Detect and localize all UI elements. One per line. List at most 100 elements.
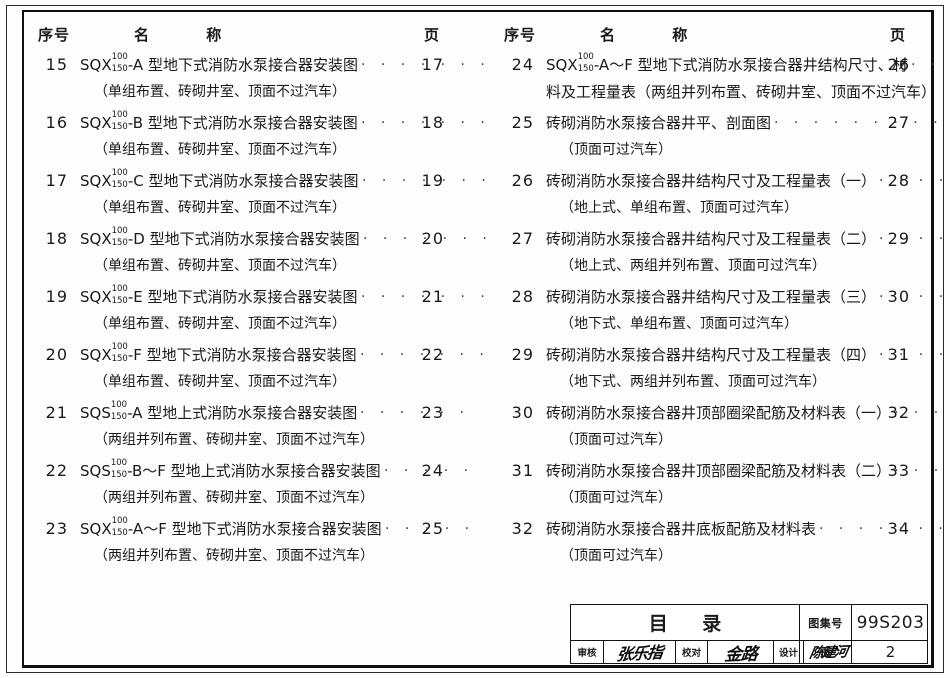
catalog-entry-note: （顶面可过汽车） <box>560 490 672 506</box>
catalog-entry-title: SQX 100 150 -B 型地下式消防水泵接合器安装图 <box>80 111 358 133</box>
model-code-fraction: 100 150 <box>577 51 594 75</box>
catalog-entry[interactable]: 19 SQX 100 150 -E 型地下式消防水泵接合器安装图 21 · · · · · … <box>34 284 485 340</box>
model-code-fraction: 100 150 <box>111 225 128 249</box>
catalog-entry-page: 19 <box>421 171 444 190</box>
leader-dots: · · · · · <box>879 347 950 363</box>
catalog-entry-sub-line: （两组并列布置、砖砌井室、顶面不过汽车） <box>34 487 454 514</box>
leader-dots: · · · · · · · <box>361 289 491 305</box>
catalog-entry-number: 16 <box>45 113 68 132</box>
leader-dots: · · · · <box>894 463 950 479</box>
catalog-entry-sub-line: （单组布置、砖砌井室、顶面不过汽车） <box>34 139 454 166</box>
catalog-entry-list-left: 15 SQX 100 150 -A 型地下式消防水泵接合器安装图 17 · · · · · … <box>34 51 487 572</box>
catalog-entry-sub-line: （顶面可过汽车） <box>500 139 920 166</box>
catalog-entry-note: （地上式、单组布置、顶面可过汽车） <box>560 200 798 216</box>
catalog-entry-main-line: 27 砖砌消防水泵接合器井结构尺寸及工程量表（二） 29· · · · · <box>500 226 950 255</box>
model-code-fraction: 100 150 <box>110 457 128 481</box>
catalog-entry[interactable]: 27 砖砌消防水泵接合器井结构尺寸及工程量表（二） 29· · · · · （地上式、… <box>500 226 950 282</box>
column-header-left: 序号 名 称 页 <box>34 24 454 52</box>
catalog-entry-title: 砖砌消防水泵接合器井结构尺寸及工程量表（一） <box>546 172 877 190</box>
leader-dots: · · · · · · · <box>363 231 493 247</box>
catalog-column-right: 序号 名 称 页 24 SQX 100 150 -A～F 型地下式消防水泵接合器井结构尺… <box>500 24 950 574</box>
catalog-entry[interactable]: 31 砖砌消防水泵接合器井顶部圈梁配筋及材料表（二）33· · · · （顶面可过汽… <box>500 458 950 514</box>
catalog-entry[interactable]: 26 砖砌消防水泵接合器井结构尺寸及工程量表（一） 28· · · · · （地上式、… <box>500 168 950 224</box>
catalog-entry-note: （顶面可过汽车） <box>560 432 672 448</box>
catalog-entry-page: 34 <box>887 519 910 538</box>
catalog-entry[interactable]: 28 砖砌消防水泵接合器井结构尺寸及工程量表（三） 30· · · · · （地下式、… <box>500 284 950 340</box>
catalog-entry[interactable]: 15 SQX 100 150 -A 型地下式消防水泵接合器安装图 17 · · · · · … <box>34 51 485 108</box>
catalog-entry[interactable]: 18 SQX 100 150 -D 型地下式消防水泵接合器安装图 20 · · · · · … <box>34 225 487 282</box>
catalog-entry[interactable]: 30 砖砌消防水泵接合器井顶部圈梁配筋及材料表（一）32· · · · （顶面可过汽… <box>500 400 950 456</box>
model-code-prefix: SQX <box>80 230 112 248</box>
catalog-entry-number: 30 <box>511 403 534 422</box>
header-name-label: 名 称 <box>600 26 714 44</box>
catalog-entry-main-line: 23 SQX 100 150 -A～F 型地下式消防水泵接合器安装图 25 · · · · … <box>34 516 469 545</box>
catalog-entry-sub-line: （顶面可过汽车） <box>500 429 920 456</box>
catalog-entry-note: （顶面可过汽车） <box>560 548 672 564</box>
catalog-entry-title-continuation: 料及工程量表（两组并列布置、砖砌井室、顶面不过汽车） <box>546 83 937 101</box>
catalog-entry-note: （顶面可过汽车） <box>560 142 672 158</box>
catalog-entry[interactable]: 20 SQX 100 150 -F 型地下式消防水泵接合器安装图 22 · · · · · … <box>34 342 484 398</box>
catalog-entry[interactable]: 22 SQS 100 150 -B～F 型地上式消防水泵接合器安装图 24 · · · · … <box>34 457 468 514</box>
catalog-entry-number: 19 <box>45 287 68 306</box>
catalog-entry[interactable]: 24 SQX 100 150 -A～F 型地下式消防水泵接合器井结构尺寸、材 26 · · 料… <box>500 51 936 108</box>
catalog-entry[interactable]: 29 砖砌消防水泵接合器井结构尺寸及工程量表（四） 31· · · · · （地下式、… <box>500 342 950 398</box>
model-code-suffix-title: -A～F 型地下式消防水泵接合器安装图 <box>127 520 382 538</box>
catalog-entry-number: 23 <box>45 519 68 538</box>
catalog-entry[interactable]: 16 SQX 100 150 -B 型地下式消防水泵接合器安装图 18 · · · · · … <box>34 110 485 166</box>
leader-dots: · · · · · · · · · <box>774 115 944 131</box>
catalog-entry-page: 22 <box>421 345 444 364</box>
catalog-entry-main-line: 15 SQX 100 150 -A 型地下式消防水泵接合器安装图 17 · · · · · … <box>34 51 485 81</box>
header-index-label: 序号 <box>504 26 537 44</box>
checker-signature: 金路 <box>707 641 773 663</box>
catalog-entry[interactable]: 32 砖砌消防水泵接合器井底板配筋及材料表 34· · · · · · · · （顶面… <box>500 516 950 572</box>
catalog-entry-page: 26 <box>887 55 910 74</box>
catalog-entry-page: 25 <box>421 519 444 538</box>
catalog-entry-main-line: 18 SQX 100 150 -D 型地下式消防水泵接合器安装图 20 · · · · · … <box>34 225 487 255</box>
catalog-entry-page: 18 <box>421 113 444 132</box>
catalog-entry-number: 21 <box>45 403 68 422</box>
catalog-entry-sub-line: （两组并列布置、砖砌井室、顶面不过汽车） <box>34 429 454 456</box>
signature-mark: 张乐指 <box>615 642 664 663</box>
catalog-entry-sub-line: （地上式、单组布置、顶面可过汽车） <box>500 197 920 224</box>
catalog-entry[interactable]: 21 SQS 100 150 -A 型地上式消防水泵接合器安装图 23 · · · · · … <box>34 400 464 456</box>
catalog-entry-title: 砖砌消防水泵接合器井顶部圈梁配筋及材料表（一） <box>546 404 892 422</box>
header-page-label: 页 <box>889 26 906 44</box>
catalog-entry-main-line: 32 砖砌消防水泵接合器井底板配筋及材料表 34· · · · · · · · <box>500 516 950 545</box>
leader-dots: · · · · · <box>384 463 474 479</box>
catalog-entry-main-line: 17 SQX 100 150 -C 型地下式消防水泵接合器安装图 19 · · · · · … <box>34 167 486 197</box>
catalog-entry-number: 20 <box>45 345 68 364</box>
header-name-label: 名 称 <box>134 26 248 44</box>
catalog-entry-title: 砖砌消防水泵接合器井结构尺寸及工程量表（四） <box>546 346 877 364</box>
catalog-entry-main-line: 21 SQS 100 150 -A 型地上式消防水泵接合器安装图 23 · · · · · … <box>34 400 464 429</box>
catalog-entry-note: （两组并列布置、砖砌井室、顶面不过汽车） <box>94 490 374 506</box>
model-code-prefix: SQX <box>546 56 578 74</box>
catalog-entry-title: SQS 100 150 -B～F 型地上式消防水泵接合器安装图 <box>80 457 381 481</box>
sheet-outer-border <box>6 5 944 673</box>
catalog-entry-sub-line: （单组布置、砖砌井室、顶面不过汽车） <box>34 371 454 398</box>
checker-label: 校对 <box>675 641 707 663</box>
catalog-entry-note: （地下式、两组并列布置、顶面可过汽车） <box>560 374 826 390</box>
model-code-fraction: 100 150 <box>111 51 128 75</box>
catalog-entry[interactable]: 25 砖砌消防水泵接合器井平、剖面图 27 · · · · · · · · · （顶面可… <box>500 110 938 166</box>
sheet-inner-border <box>22 10 934 668</box>
atlas-number-value: 99S203 <box>851 605 929 640</box>
designer-label: 设计 <box>773 641 803 663</box>
catalog-entry[interactable]: 17 SQX 100 150 -C 型地下式消防水泵接合器安装图 19 · · · · · … <box>34 167 486 224</box>
model-code-prefix: SQS <box>80 404 111 422</box>
model-code-fraction: 100 150 <box>111 167 128 191</box>
model-code-suffix-title: -C 型地下式消防水泵接合器安装图 <box>127 172 359 190</box>
catalog-entry-sub-line: （两组并列布置、砖砌井室、顶面不过汽车） <box>34 545 454 572</box>
catalog-entry-sub-line: （顶面可过汽车） <box>500 545 920 572</box>
catalog-entry-sub-line: （单组布置、砖砌井室、顶面不过汽车） <box>34 313 454 340</box>
catalog-entry-page: 20 <box>421 229 444 248</box>
catalog-entry-note: （单组布置、砖砌井室、顶面不过汽车） <box>94 200 346 216</box>
catalog-entry-number: 32 <box>511 519 534 538</box>
catalog-entry-main-line: 29 砖砌消防水泵接合器井结构尺寸及工程量表（四） 31· · · · · <box>500 342 950 371</box>
catalog-entry-note: （单组布置、砖砌井室、顶面不过汽车） <box>94 316 346 332</box>
catalog-entry[interactable]: 23 SQX 100 150 -A～F 型地下式消防水泵接合器安装图 25 · · · · … <box>34 516 469 572</box>
title-block-bottom-row: 审核 张乐指 校对 金路 设计 陈建河 页 2 <box>571 640 927 663</box>
designer-signature: 陈建河 <box>803 641 851 663</box>
catalog-entry-main-line: 19 SQX 100 150 -E 型地下式消防水泵接合器安装图 21 · · · · · … <box>34 284 485 313</box>
catalog-entry-number: 24 <box>511 55 534 74</box>
catalog-entry-page: 21 <box>421 287 444 306</box>
